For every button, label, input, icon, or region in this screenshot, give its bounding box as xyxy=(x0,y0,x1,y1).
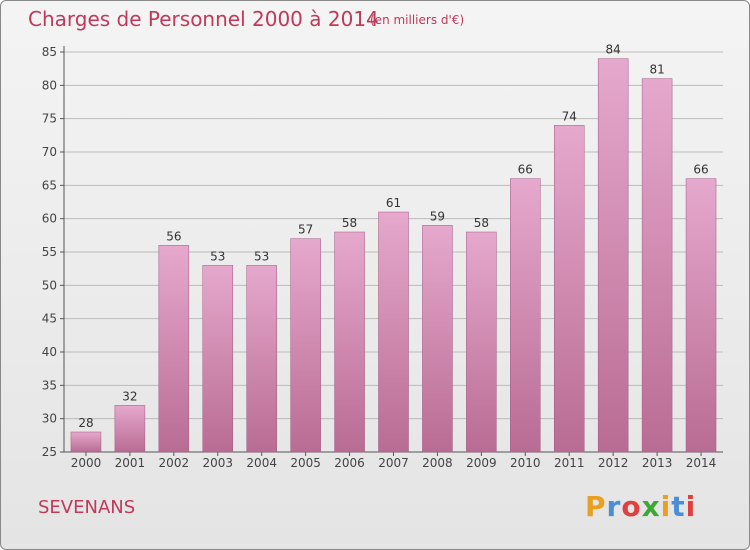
logo-letter: o xyxy=(621,490,642,523)
x-tick-label: 2010 xyxy=(510,456,541,470)
y-tick-label: 55 xyxy=(42,245,57,259)
data-label: 53 xyxy=(254,249,269,263)
y-tick-label: 35 xyxy=(42,378,57,392)
logo-letter: x xyxy=(641,490,661,523)
bar-2000 xyxy=(70,431,102,453)
bar-2010 xyxy=(510,178,541,453)
logo-letter: r xyxy=(606,490,622,523)
data-label: 57 xyxy=(298,223,313,237)
bar-2007 xyxy=(378,211,409,453)
commune-name: SEVENANS xyxy=(38,497,136,518)
bar-2014 xyxy=(685,178,717,453)
x-tick-label: 2012 xyxy=(598,456,629,470)
y-tick-label: 70 xyxy=(42,145,57,159)
x-tick-label: 2013 xyxy=(642,456,673,470)
y-tick-label: 45 xyxy=(42,312,57,326)
logo-letter: i xyxy=(685,490,697,523)
bar-2003 xyxy=(202,265,234,453)
logo-letter: i xyxy=(660,490,672,523)
data-label: 74 xyxy=(562,109,577,123)
bar-2006 xyxy=(334,231,365,453)
x-tick-label: 2008 xyxy=(422,456,453,470)
x-tick-label: 2005 xyxy=(290,456,321,470)
chart-title: Charges de Personnel 2000 à 2014 xyxy=(28,7,379,31)
y-tick-label: 75 xyxy=(42,112,57,126)
chart-subtitle: (en milliers d'€) xyxy=(370,13,465,27)
x-tick-label: 2004 xyxy=(246,456,277,470)
data-label: 81 xyxy=(649,63,664,77)
y-tick-label: 50 xyxy=(42,278,57,292)
bar-2002 xyxy=(158,245,190,453)
x-tick-label: 2009 xyxy=(466,456,497,470)
data-label: 59 xyxy=(430,209,445,223)
bar-2011 xyxy=(553,125,585,453)
data-label: 84 xyxy=(606,43,621,57)
x-tick-label: 2006 xyxy=(334,456,365,470)
logo-letter: P xyxy=(585,490,607,523)
y-tick-label: 85 xyxy=(42,45,57,59)
bar-2005 xyxy=(290,238,321,453)
x-tick-label: 2014 xyxy=(686,456,717,470)
logo-letter: t xyxy=(671,490,686,523)
data-label: 32 xyxy=(122,389,137,403)
bar-2001 xyxy=(114,405,146,453)
bar-2004 xyxy=(246,265,277,453)
data-label: 66 xyxy=(693,163,708,177)
data-label: 28 xyxy=(78,416,93,430)
bar-2012 xyxy=(597,58,629,453)
y-tick-label: 65 xyxy=(42,178,57,192)
data-label: 56 xyxy=(166,229,181,243)
bar-2013 xyxy=(641,78,673,453)
data-label: 66 xyxy=(518,163,533,177)
bar-2009 xyxy=(466,231,497,453)
data-label: 58 xyxy=(342,216,357,230)
x-tick-label: 2000 xyxy=(71,456,102,470)
y-tick-label: 60 xyxy=(42,212,57,226)
labels: 25 30 35 40 45 50 55 60 65 70 75 80 85 2000 28 2001 32 20… xyxy=(42,43,717,470)
y-tick-label: 40 xyxy=(42,345,57,359)
x-tick-label: 2011 xyxy=(554,456,585,470)
x-tick-label: 2007 xyxy=(378,456,409,470)
data-label: 53 xyxy=(210,249,225,263)
x-tick-label: 2003 xyxy=(202,456,233,470)
x-tick-label: 2001 xyxy=(115,456,146,470)
data-label: 61 xyxy=(386,196,401,210)
data-label: 58 xyxy=(474,216,489,230)
bars xyxy=(70,58,717,453)
y-tick-label: 25 xyxy=(42,445,57,459)
y-tick-label: 30 xyxy=(42,412,57,426)
proxiti-logo[interactable]: Proxiti xyxy=(585,490,696,523)
bar-2008 xyxy=(422,225,453,453)
y-tick-label: 80 xyxy=(42,78,57,92)
x-tick-label: 2002 xyxy=(159,456,190,470)
